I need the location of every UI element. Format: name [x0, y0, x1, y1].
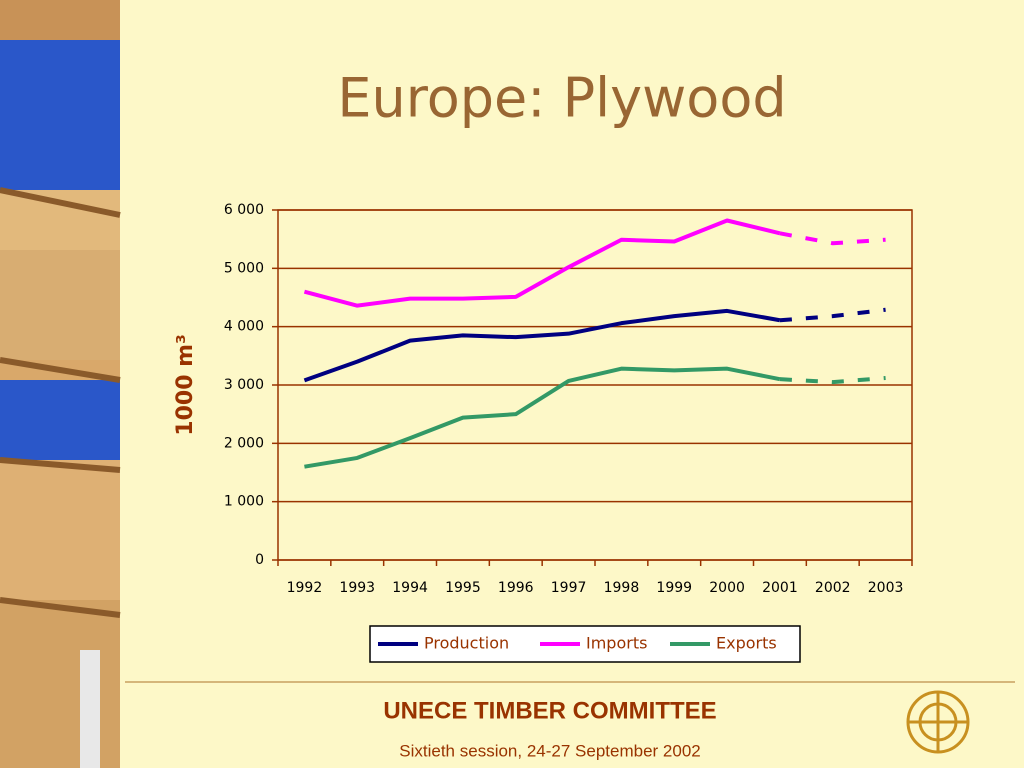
x-tick-label: 1996 — [498, 580, 534, 596]
legend-label: Imports — [586, 634, 647, 653]
series-line — [303, 308, 781, 383]
title: Europe: Plywood — [337, 67, 786, 130]
x-tick-label: 2002 — [815, 580, 851, 596]
footer-title: UNECE TIMBER COMMITTEE — [383, 697, 716, 724]
series-line-projected — [779, 376, 886, 385]
y-tick-label: 3 000 — [224, 377, 264, 393]
x-tick-label: 2003 — [868, 580, 904, 596]
series-line-projected — [779, 231, 886, 246]
y-tick-label: 0 — [255, 552, 264, 568]
series-line — [303, 218, 781, 308]
legend-label: Exports — [716, 634, 777, 653]
y-tick-label: 4 000 — [224, 319, 264, 335]
y-tick-label: 1 000 — [224, 494, 264, 510]
y-tick-label: 5 000 — [224, 260, 264, 276]
y-tick-label: 6 000 — [224, 202, 264, 218]
x-tick-label: 1998 — [604, 580, 640, 596]
y-axis-label: 1000 m³ — [173, 334, 198, 435]
x-tick-label: 1997 — [551, 580, 587, 596]
un-emblem — [906, 690, 970, 754]
legend-label: Production — [424, 634, 509, 653]
x-tick-label: 1994 — [392, 580, 428, 596]
y-tick-label: 2 000 — [224, 435, 264, 451]
x-tick-label: 1999 — [656, 580, 692, 596]
side-image — [0, 0, 121, 768]
x-tick-label: 2001 — [762, 580, 798, 596]
x-tick-label: 1995 — [445, 580, 481, 596]
x-tick-label: 1992 — [287, 580, 323, 596]
series-line-projected — [779, 307, 886, 323]
series-line — [304, 366, 781, 469]
legend — [369, 625, 801, 663]
x-tick-label: 2000 — [709, 580, 745, 596]
x-tick-label: 1993 — [339, 580, 375, 596]
footer-subtitle: Sixtieth session, 24-27 September 2002 — [399, 741, 700, 760]
